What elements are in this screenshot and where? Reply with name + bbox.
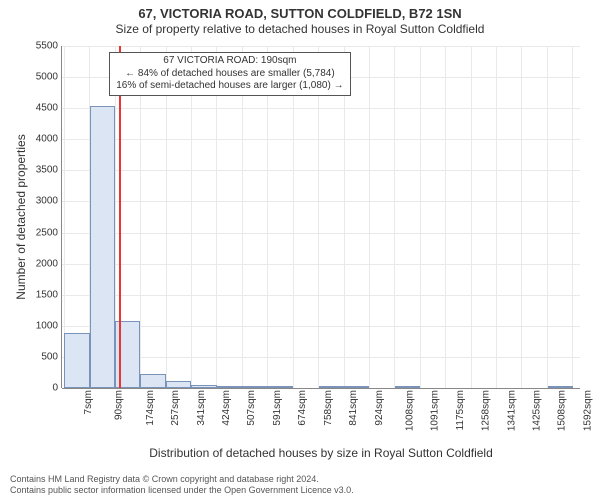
annotation-line: ← 84% of detached houses are smaller (5,… <box>116 68 343 81</box>
x-tick-label: 1341sqm <box>506 390 517 431</box>
y-tick-label: 1500 <box>36 289 62 300</box>
x-tick-label: 257sqm <box>170 390 181 426</box>
gridline-vertical <box>572 46 573 388</box>
histogram-bar <box>90 106 115 388</box>
chart-subtitle: Size of property relative to detached ho… <box>0 22 600 36</box>
x-tick-label: 924sqm <box>374 390 385 426</box>
reference-line <box>119 46 121 388</box>
annotation-line: 16% of semi-detached houses are larger (… <box>116 80 343 93</box>
x-tick-label: 1175sqm <box>455 390 466 430</box>
gridline-vertical <box>216 46 217 388</box>
gridline-vertical <box>166 46 167 388</box>
gridline-vertical <box>267 46 268 388</box>
footer-line-1: Contains HM Land Registry data © Crown c… <box>10 474 590 485</box>
x-tick-label: 174sqm <box>145 390 156 426</box>
gridline-vertical <box>191 46 192 388</box>
plot-area: 0500100015002000250030003500400045005000… <box>62 46 580 388</box>
gridline-vertical <box>369 46 370 388</box>
x-tick-label: 7sqm <box>83 390 94 414</box>
y-tick-label: 3500 <box>36 165 62 176</box>
histogram-bar <box>140 374 165 388</box>
x-tick-label: 424sqm <box>221 390 232 426</box>
x-tick-label: 90sqm <box>114 390 125 420</box>
x-tick-label: 1508sqm <box>557 390 568 431</box>
gridline-vertical <box>496 46 497 388</box>
x-tick-label: 1592sqm <box>583 390 594 431</box>
gridline-vertical <box>547 46 548 388</box>
y-tick-label: 5000 <box>36 72 62 83</box>
y-tick-label: 2000 <box>36 258 62 269</box>
gridline-vertical <box>445 46 446 388</box>
x-tick-label: 1008sqm <box>405 390 416 431</box>
gridline-vertical <box>394 46 395 388</box>
y-tick-label: 3000 <box>36 196 62 207</box>
x-axis-label: Distribution of detached houses by size … <box>62 446 580 460</box>
x-tick-label: 507sqm <box>247 390 258 426</box>
x-tick-label: 1425sqm <box>532 390 543 431</box>
chart-container: { "titles": { "line1": "67, VICTORIA ROA… <box>0 0 600 500</box>
x-tick-label: 1258sqm <box>481 390 492 431</box>
gridline-vertical <box>420 46 421 388</box>
gridline-vertical <box>521 46 522 388</box>
y-tick-label: 2500 <box>36 227 62 238</box>
x-tick-label: 758sqm <box>323 390 334 426</box>
annotation-box: 67 VICTORIA ROAD: 190sqm← 84% of detache… <box>109 52 350 96</box>
chart-footer: Contains HM Land Registry data © Crown c… <box>10 474 590 496</box>
x-tick-label: 341sqm <box>196 390 207 426</box>
x-tick-label: 841sqm <box>348 390 359 426</box>
gridline-vertical <box>471 46 472 388</box>
gridline-vertical <box>318 46 319 388</box>
y-tick-label: 4000 <box>36 134 62 145</box>
y-tick-label: 1000 <box>36 320 62 331</box>
y-axis-label: Number of detached properties <box>14 134 28 299</box>
y-tick-label: 500 <box>41 351 62 362</box>
y-tick-label: 5500 <box>36 41 62 52</box>
y-tick-label: 4500 <box>36 103 62 114</box>
gridline-vertical <box>344 46 345 388</box>
footer-line-2: Contains public sector information licen… <box>10 485 590 496</box>
gridline-vertical <box>293 46 294 388</box>
x-tick-label: 591sqm <box>272 390 283 426</box>
annotation-line: 67 VICTORIA ROAD: 190sqm <box>116 55 343 68</box>
gridline-vertical <box>242 46 243 388</box>
plot-wrap: 0500100015002000250030003500400045005000… <box>62 46 580 388</box>
x-tick-label: 1091sqm <box>430 390 441 431</box>
chart-title-address: 67, VICTORIA ROAD, SUTTON COLDFIELD, B72… <box>0 0 600 22</box>
histogram-bar <box>64 333 89 388</box>
x-axis-line <box>62 388 580 389</box>
x-tick-label: 674sqm <box>297 390 308 426</box>
y-axis-line <box>61 46 62 388</box>
histogram-bar <box>166 381 191 388</box>
